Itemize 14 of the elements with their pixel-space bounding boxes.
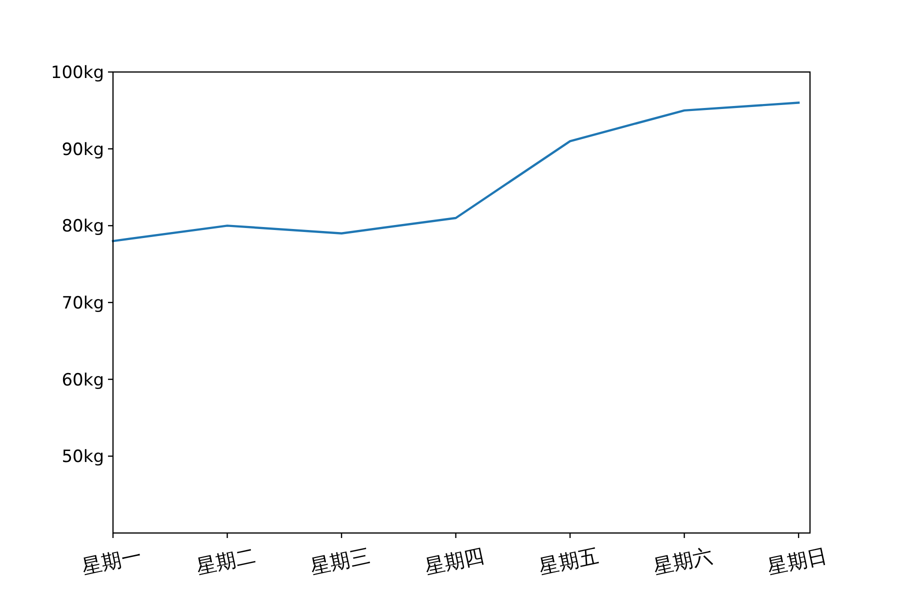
y-tick-label: 50kg: [62, 447, 104, 468]
x-tick-label: 星期日: [765, 543, 829, 580]
x-tick-label: 星期五: [536, 543, 600, 580]
x-tick-label: 星期二: [194, 543, 258, 580]
x-tick-label: 星期一: [80, 543, 144, 580]
y-tick-label: 60kg: [62, 370, 104, 390]
x-tick-label: 星期四: [422, 543, 486, 580]
x-tick-label: 星期六: [651, 543, 715, 580]
y-tick-label: 70kg: [62, 294, 104, 314]
y-tick-label: 90kg: [62, 140, 104, 160]
line-series: [112, 102, 800, 242]
y-tick-label: 80kg: [62, 216, 104, 237]
x-tick-label: 星期三: [308, 543, 372, 580]
y-tick-label: 100kg: [50, 63, 104, 83]
